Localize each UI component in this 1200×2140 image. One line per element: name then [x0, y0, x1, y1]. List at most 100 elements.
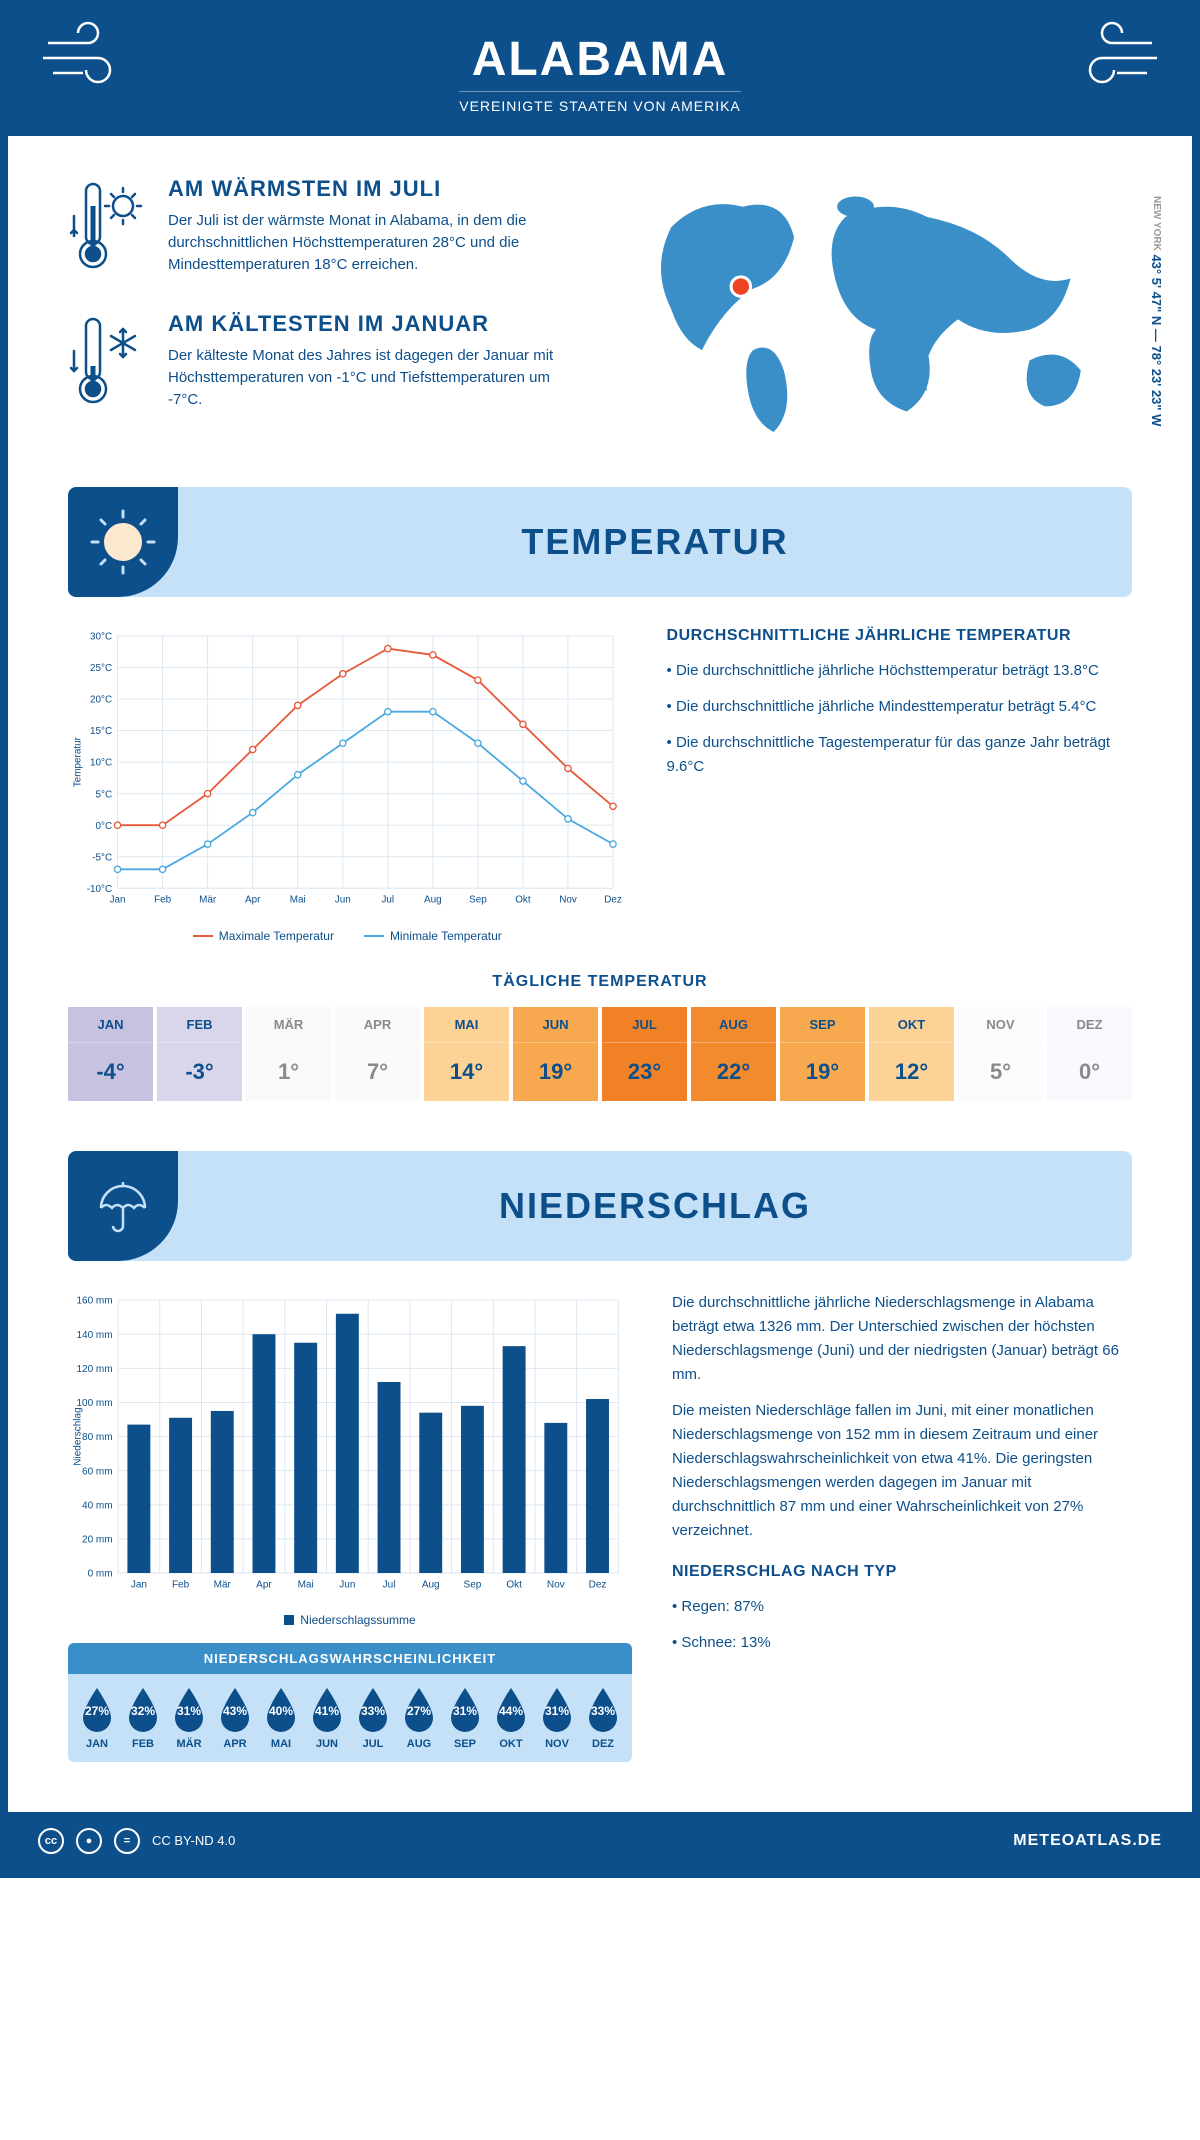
prob-cell: 41%JUN: [306, 1686, 348, 1750]
page-subtitle: VEREINIGTE STAATEN VON AMERIKA: [459, 91, 741, 114]
svg-text:Dez: Dez: [604, 895, 622, 906]
header: ALABAMA VEREINIGTE STAATEN VON AMERIKA: [8, 8, 1192, 136]
svg-text:120 mm: 120 mm: [76, 1363, 112, 1374]
svg-text:Feb: Feb: [172, 1579, 190, 1590]
temp-info: DURCHSCHNITTLICHE JÄHRLICHE TEMPERATUR •…: [667, 627, 1132, 942]
svg-text:Temperatur: Temperatur: [73, 737, 84, 788]
svg-text:-5°C: -5°C: [92, 853, 112, 864]
raindrop-icon: 43%: [214, 1686, 256, 1734]
raindrop-icon: 27%: [76, 1686, 118, 1734]
svg-text:Dez: Dez: [589, 1579, 607, 1590]
svg-text:Okt: Okt: [506, 1579, 522, 1590]
prob-grid: 27%JAN32%FEB31%MÄR43%APR40%MAI41%JUN33%J…: [68, 1674, 632, 1758]
thermometer-cold-icon: [68, 311, 148, 416]
umbrella-icon: [68, 1151, 178, 1261]
svg-text:140 mm: 140 mm: [76, 1329, 112, 1340]
by-icon: ●: [76, 1828, 102, 1854]
raindrop-icon: 41%: [306, 1686, 348, 1734]
daily-cell: JAN-4°: [68, 1007, 153, 1101]
svg-text:Okt: Okt: [515, 895, 531, 906]
svg-text:Apr: Apr: [256, 1579, 272, 1590]
svg-text:20 mm: 20 mm: [82, 1534, 113, 1545]
warmest-fact: AM WÄRMSTEN IM JULI Der Juli ist der wär…: [68, 176, 580, 281]
svg-text:Jan: Jan: [110, 895, 126, 906]
svg-text:Jun: Jun: [335, 895, 351, 906]
svg-text:40 mm: 40 mm: [82, 1500, 113, 1511]
page-title: ALABAMA: [28, 32, 1172, 87]
coords-label: NEW YORK: [1151, 196, 1162, 251]
temperature-title: TEMPERATUR: [178, 521, 1132, 563]
temp-info-title: DURCHSCHNITTLICHE JÄHRLICHE TEMPERATUR: [667, 627, 1132, 645]
svg-text:Mai: Mai: [298, 1579, 314, 1590]
precip-info: Die durchschnittliche jährliche Niedersc…: [672, 1291, 1132, 1762]
raindrop-icon: 44%: [490, 1686, 532, 1734]
coldest-text: Der kälteste Monat des Jahres ist dagege…: [168, 345, 580, 410]
cc-icon: cc: [38, 1828, 64, 1854]
temperature-banner: TEMPERATUR: [68, 487, 1132, 597]
prob-cell: 27%JAN: [76, 1686, 118, 1750]
svg-text:Nov: Nov: [547, 1579, 565, 1590]
temp-chart-row: -10°C-5°C0°C5°C10°C15°C20°C25°C30°CJanFe…: [68, 627, 1132, 942]
svg-text:Jun: Jun: [339, 1579, 355, 1590]
prob-cell: 33%JUL: [352, 1686, 394, 1750]
svg-text:5°C: 5°C: [96, 790, 113, 801]
daily-cell: AUG22°: [691, 1007, 776, 1101]
footer-license: cc ● = CC BY-ND 4.0: [38, 1828, 235, 1854]
prob-box: NIEDERSCHLAGSWAHRSCHEINLICHKEIT 27%JAN32…: [68, 1643, 632, 1762]
daily-cell: APR7°: [335, 1007, 420, 1101]
top-row: AM WÄRMSTEN IM JULI Der Juli ist der wär…: [68, 176, 1132, 447]
coords-text: 43° 5' 47" N — 78° 23' 23" W: [1149, 254, 1164, 426]
raindrop-icon: 31%: [444, 1686, 486, 1734]
svg-text:15°C: 15°C: [90, 726, 112, 737]
daily-cell: FEB-3°: [157, 1007, 242, 1101]
prob-cell: 43%APR: [214, 1686, 256, 1750]
coordinates: NEW YORK 43° 5' 47" N — 78° 23' 23" W: [1149, 196, 1164, 426]
svg-text:25°C: 25°C: [90, 663, 112, 674]
coldest-title: AM KÄLTESTEN IM JANUAR: [168, 311, 580, 337]
svg-text:30°C: 30°C: [90, 632, 112, 643]
svg-text:Mär: Mär: [199, 895, 217, 906]
daily-cell: NOV5°: [958, 1007, 1043, 1101]
daily-cell: OKT12°: [869, 1007, 954, 1101]
map-column: NEW YORK 43° 5' 47" N — 78° 23' 23" W: [620, 176, 1132, 447]
footer: cc ● = CC BY-ND 4.0 METEOATLAS.DE: [8, 1812, 1192, 1870]
svg-text:Aug: Aug: [424, 895, 442, 906]
svg-text:Sep: Sep: [469, 895, 487, 906]
svg-text:0°C: 0°C: [96, 821, 113, 832]
legend-max: Maximale Temperatur: [219, 929, 334, 943]
temp-bullet-3: • Die durchschnittliche Tagestemperatur …: [667, 731, 1132, 779]
sun-icon: [68, 487, 178, 597]
facts-column: AM WÄRMSTEN IM JULI Der Juli ist der wär…: [68, 176, 580, 447]
svg-text:Jul: Jul: [383, 1579, 396, 1590]
prob-cell: 40%MAI: [260, 1686, 302, 1750]
daily-cell: SEP19°: [780, 1007, 865, 1101]
prob-cell: 33%DEZ: [582, 1686, 624, 1750]
svg-text:Aug: Aug: [422, 1579, 440, 1590]
svg-text:Mär: Mär: [214, 1579, 232, 1590]
svg-text:160 mm: 160 mm: [76, 1295, 112, 1306]
footer-brand: METEOATLAS.DE: [1013, 1832, 1162, 1850]
temp-chart: -10°C-5°C0°C5°C10°C15°C20°C25°C30°CJanFe…: [68, 627, 627, 942]
temp-bullet-1: • Die durchschnittliche jährliche Höchst…: [667, 659, 1132, 683]
svg-text:Feb: Feb: [154, 895, 172, 906]
raindrop-icon: 31%: [536, 1686, 578, 1734]
prob-cell: 31%SEP: [444, 1686, 486, 1750]
precip-chart-row: 0 mm20 mm40 mm60 mm80 mm100 mm120 mm140 …: [68, 1291, 1132, 1762]
precip-title: NIEDERSCHLAG: [178, 1185, 1132, 1227]
raindrop-icon: 32%: [122, 1686, 164, 1734]
svg-text:Nov: Nov: [559, 895, 577, 906]
svg-text:0 mm: 0 mm: [88, 1568, 113, 1579]
license-text: CC BY-ND 4.0: [152, 1833, 235, 1848]
legend-min: Minimale Temperatur: [390, 929, 502, 943]
raindrop-icon: 33%: [352, 1686, 394, 1734]
svg-text:-10°C: -10°C: [87, 884, 112, 895]
prob-cell: 32%FEB: [122, 1686, 164, 1750]
daily-cell: MAI14°: [424, 1007, 509, 1101]
wind-icon: [38, 18, 138, 88]
svg-text:20°C: 20°C: [90, 695, 112, 706]
content: AM WÄRMSTEN IM JULI Der Juli ist der wär…: [8, 136, 1192, 1812]
daily-temp-title: TÄGLICHE TEMPERATUR: [68, 973, 1132, 991]
precip-p1: Die durchschnittliche jährliche Niedersc…: [672, 1291, 1132, 1387]
svg-text:Niederschlag: Niederschlag: [73, 1407, 84, 1465]
wind-icon: [1062, 18, 1162, 88]
